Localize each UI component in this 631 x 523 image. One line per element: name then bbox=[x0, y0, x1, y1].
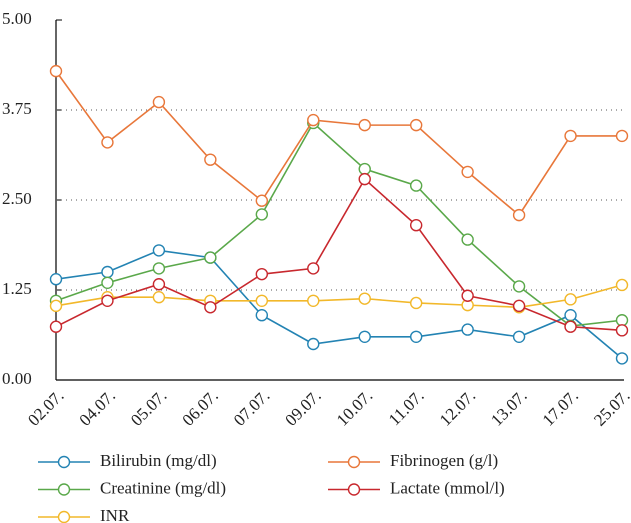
data-point bbox=[409, 118, 423, 132]
x-tick-label: 04.07. bbox=[76, 386, 119, 429]
data-point bbox=[152, 262, 166, 275]
y-tick-label: 2.50 bbox=[2, 189, 32, 208]
y-tick-label: 1.25 bbox=[2, 279, 32, 298]
data-point bbox=[461, 233, 474, 246]
data-point bbox=[49, 320, 63, 333]
data-point bbox=[255, 294, 269, 307]
legend-marker bbox=[57, 483, 71, 496]
data-point bbox=[204, 301, 217, 314]
series-line bbox=[55, 284, 623, 309]
legend-marker bbox=[347, 483, 361, 496]
x-tick-label: 11.07. bbox=[385, 386, 428, 429]
data-point bbox=[307, 262, 320, 275]
data-point bbox=[49, 273, 63, 286]
series-line bbox=[55, 249, 623, 360]
data-point bbox=[564, 293, 577, 306]
data-point bbox=[49, 299, 63, 313]
data-point bbox=[152, 291, 166, 304]
x-tick-label: 02.07. bbox=[24, 386, 67, 429]
data-point bbox=[409, 330, 423, 343]
data-point bbox=[255, 267, 269, 281]
data-point bbox=[461, 165, 474, 179]
data-point bbox=[564, 309, 577, 322]
data-point bbox=[461, 323, 474, 336]
legend-marker bbox=[57, 455, 71, 469]
data-point bbox=[152, 95, 166, 109]
data-point bbox=[615, 352, 629, 365]
series-line bbox=[55, 70, 622, 217]
data-point bbox=[512, 330, 526, 343]
data-point bbox=[101, 294, 114, 307]
x-tick-label: 06.07. bbox=[178, 386, 221, 429]
data-point bbox=[512, 280, 526, 293]
x-tick-label: 10.07. bbox=[333, 386, 376, 429]
y-tick-label: 3.75 bbox=[2, 99, 32, 118]
data-point bbox=[307, 337, 320, 351]
data-point bbox=[307, 294, 320, 307]
data-point bbox=[358, 330, 371, 343]
x-tick-label: 05.07. bbox=[127, 386, 170, 429]
data-point bbox=[255, 194, 269, 207]
data-point bbox=[49, 64, 63, 78]
legend-label: INR bbox=[100, 506, 130, 523]
series-line bbox=[55, 121, 623, 327]
legend-marker bbox=[57, 510, 71, 523]
y-tick-label: 0.00 bbox=[2, 369, 32, 388]
data-point bbox=[615, 129, 629, 143]
data-point bbox=[358, 118, 371, 132]
data-point bbox=[255, 208, 269, 221]
data-point bbox=[358, 162, 371, 176]
x-tick-label: 13.07. bbox=[487, 386, 530, 429]
data-point bbox=[615, 324, 629, 337]
data-point bbox=[204, 251, 217, 264]
data-point bbox=[101, 136, 114, 149]
data-point bbox=[564, 129, 577, 143]
data-point bbox=[255, 309, 269, 322]
data-point bbox=[512, 208, 526, 222]
data-point bbox=[152, 244, 166, 257]
data-point bbox=[409, 296, 423, 310]
data-point bbox=[615, 314, 629, 327]
y-tick-label: 5.00 bbox=[2, 9, 32, 28]
x-tick-label: 09.07. bbox=[281, 386, 324, 429]
data-point bbox=[358, 172, 371, 186]
x-tick-label: 12.07. bbox=[436, 386, 479, 429]
data-point bbox=[307, 113, 320, 127]
data-point bbox=[101, 265, 114, 279]
data-point bbox=[512, 299, 526, 313]
legend-label: Bilirubin (mg/dl) bbox=[100, 451, 217, 470]
series-line bbox=[55, 177, 623, 332]
data-point bbox=[615, 278, 629, 292]
data-point bbox=[461, 289, 474, 302]
data-point bbox=[204, 153, 217, 166]
data-point bbox=[358, 292, 371, 305]
data-point bbox=[101, 276, 114, 289]
legend-marker bbox=[347, 455, 361, 469]
x-tick-label: 07.07. bbox=[230, 386, 273, 429]
x-tick-label: 17.07. bbox=[539, 386, 582, 429]
data-point bbox=[564, 320, 577, 333]
data-point bbox=[152, 278, 166, 291]
data-point bbox=[409, 179, 423, 192]
legend-label: Fibrinogen (g/l) bbox=[390, 451, 498, 470]
legend-label: Creatinine (mg/dl) bbox=[100, 478, 226, 497]
x-tick-label: 25.07. bbox=[590, 386, 631, 429]
legend-label: Lactate (mmol/l) bbox=[390, 478, 505, 497]
data-point bbox=[409, 218, 423, 232]
